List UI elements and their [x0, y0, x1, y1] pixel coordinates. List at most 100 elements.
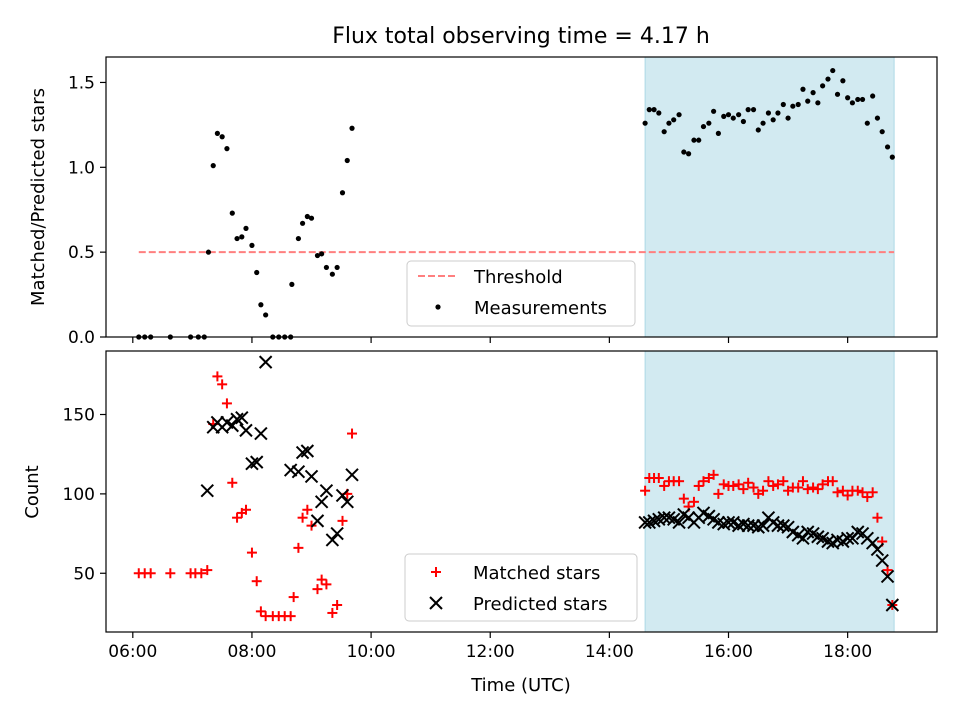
measurement-point — [676, 112, 682, 118]
matched-star-point — [728, 480, 739, 491]
matched-star-point — [240, 504, 251, 515]
predicted-star-point — [291, 464, 306, 479]
predicted-star-point — [345, 468, 359, 482]
predicted-star-point — [672, 515, 686, 530]
measurement-point — [874, 115, 881, 121]
matched-star-point — [678, 493, 689, 504]
bottom-legend: Matched stars Predicted stars — [404, 553, 638, 622]
measurement-point — [780, 101, 786, 108]
bottom-panel: 06:00 08:00 10:00 12:00 14:00 16:00 18:00 50 100… — [22, 350, 938, 696]
matched-star-point — [698, 476, 709, 487]
bottom-x-tick-label: 06:00 — [108, 642, 157, 662]
chart-title: Flux total observing time = 4.17 h — [332, 24, 710, 49]
predicted-star-point — [875, 553, 889, 568]
measurement-point — [299, 220, 306, 226]
matched-star-point — [718, 479, 729, 490]
measurement-point — [214, 130, 220, 136]
matched-star-point — [797, 476, 808, 487]
predicted-star-point — [314, 495, 329, 509]
measurement-point — [711, 108, 717, 114]
matched-star-point — [221, 398, 232, 409]
legend-measurements-label: Measurements — [474, 298, 607, 319]
predicted-star-point — [642, 515, 656, 530]
matched-star-point — [332, 600, 343, 611]
matched-star-point — [748, 482, 759, 493]
measurement-point — [700, 123, 707, 130]
measurement-point — [339, 190, 346, 196]
measurement-point — [249, 242, 255, 248]
matched-star-point — [808, 482, 819, 493]
predicted-star-point — [746, 518, 761, 533]
measurement-point — [840, 78, 846, 84]
measurement-point — [329, 271, 335, 277]
predicted-star-point — [776, 518, 791, 533]
matched-star-point — [297, 512, 308, 523]
bottom-y-axis-label: Count — [22, 465, 43, 518]
bottom-axes-frame — [105, 350, 938, 633]
measurement-point — [646, 107, 652, 113]
predicted-star-point — [721, 515, 736, 530]
top-y-tick-label: 1.0 — [68, 158, 95, 178]
predicted-star-point — [225, 418, 239, 433]
bottom-x-tick-label: 12:00 — [466, 642, 515, 662]
matched-star-point — [653, 473, 664, 484]
measurement-point — [671, 117, 677, 123]
measurement-point — [308, 215, 315, 221]
measurement-point — [289, 281, 295, 287]
legend-measurements-swatch — [435, 304, 441, 310]
predicted-star-point — [865, 536, 880, 550]
measurement-point — [864, 120, 870, 126]
measurement-point — [681, 149, 687, 155]
matched-star-point — [212, 371, 223, 382]
predicted-star-point — [258, 355, 273, 369]
predicted-star-point — [840, 531, 855, 546]
measurement-point — [830, 67, 836, 74]
predicted-star-point — [851, 525, 865, 539]
matched-star-point — [327, 607, 338, 618]
matched-star-point — [316, 574, 327, 585]
legend-matched-label: Matched stars — [473, 563, 600, 584]
matched-star-point — [802, 484, 813, 495]
predicted-star-point — [330, 526, 344, 541]
measurement-point — [755, 127, 761, 133]
measurement-point — [304, 213, 310, 220]
bottom-y-tick-label: 100 — [63, 485, 95, 505]
bottom-y-tick-label: 50 — [73, 564, 95, 584]
measurement-point — [825, 76, 831, 82]
matched-star-point — [145, 568, 156, 579]
predicted-star-point — [245, 457, 259, 471]
top-y-tick-label: 0.5 — [68, 243, 95, 263]
measurement-point — [666, 120, 672, 126]
measurement-point — [879, 129, 885, 135]
predicted-star-point — [254, 426, 268, 441]
matched-star-point — [872, 512, 883, 523]
measurement-point — [642, 120, 648, 126]
measurement-point — [855, 96, 861, 103]
measurement-point — [790, 103, 796, 109]
measurement-point — [721, 113, 727, 119]
matched-star-point — [674, 476, 685, 487]
top-axes-frame — [105, 56, 938, 338]
measurement-point — [730, 115, 736, 121]
matched-star-point — [852, 485, 863, 496]
bottom-x-tick-label: 10:00 — [347, 642, 396, 662]
measurement-point — [205, 249, 212, 255]
matched-star-point — [778, 476, 789, 487]
matched-star-point — [758, 485, 769, 496]
matched-star-point — [812, 484, 823, 495]
matched-star-point — [165, 568, 176, 579]
top-legend-box — [406, 260, 636, 327]
measurement-point — [765, 110, 772, 116]
top-panel: 0.0 0.5 1.0 1.5 Matched/Predicted stars Thr… — [28, 56, 938, 348]
measurement-point — [334, 264, 340, 271]
matched-star-point — [255, 606, 266, 617]
predicted-star-point — [300, 444, 315, 458]
measurement-point — [224, 146, 230, 152]
matched-star-point — [217, 379, 228, 390]
measurement-point — [715, 130, 721, 136]
matched-star-point — [693, 480, 704, 491]
measurement-point — [805, 98, 811, 104]
measurement-point — [263, 312, 269, 318]
measurement-point — [800, 86, 806, 92]
